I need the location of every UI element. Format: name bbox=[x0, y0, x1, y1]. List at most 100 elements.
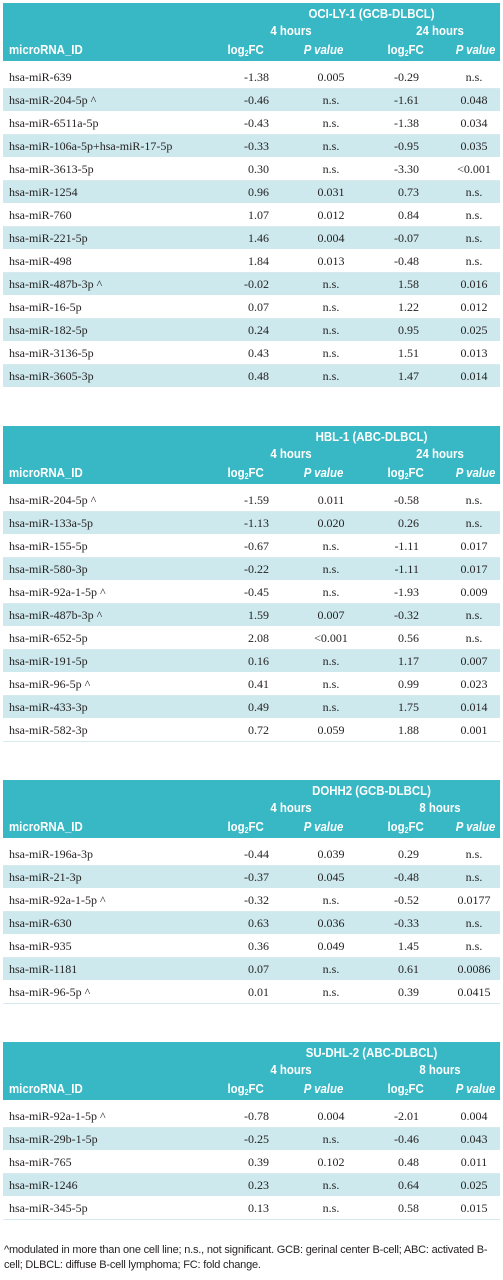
pvalue-2-value: 0.048 bbox=[460, 93, 488, 107]
pvalue-1-value: 0.102 bbox=[317, 1155, 345, 1169]
table-row: hsa-miR-204-5p ^ -1.59 0.011 -0.58 n.s. bbox=[3, 489, 500, 512]
microrna-id: hsa-miR-6511a-5p bbox=[9, 116, 99, 130]
column-header-logfc-2: log2FC bbox=[387, 42, 424, 58]
pvalue-1-value: 0.007 bbox=[317, 608, 345, 622]
pvalue-2-value: n.s. bbox=[465, 939, 483, 953]
logfc-2-value: -0.33 bbox=[394, 916, 419, 930]
logfc-2-value: -3.30 bbox=[394, 162, 419, 176]
logfc-2-value: -1.11 bbox=[394, 562, 419, 576]
pvalue-1-value: 0.059 bbox=[317, 723, 345, 737]
microrna-id: hsa-miR-3605-3p bbox=[9, 369, 94, 383]
timepoint-1-header: 4 hours bbox=[270, 446, 312, 461]
column-header-logfc-2: log2FC bbox=[387, 465, 424, 481]
microrna-id: hsa-miR-765 bbox=[9, 1155, 72, 1169]
microrna-id: hsa-miR-3136-5p bbox=[9, 346, 94, 360]
pvalue-1-value: n.s. bbox=[322, 93, 340, 107]
logfc-2-value: 0.99 bbox=[398, 677, 419, 691]
microrna-id: hsa-miR-498 bbox=[9, 254, 72, 268]
column-header-logfc-1: log2FC bbox=[227, 1081, 264, 1097]
pvalue-2-value: <0.001 bbox=[457, 162, 491, 176]
microrna-id: hsa-miR-760 bbox=[9, 208, 72, 222]
timepoint-2-header: 8 hours bbox=[419, 1062, 461, 1077]
table-row: hsa-miR-498 1.84 0.013 -0.48 n.s. bbox=[3, 250, 500, 273]
logfc-1-value: 0.07 bbox=[248, 300, 269, 314]
pvalue-2-value: 0.015 bbox=[460, 1201, 488, 1215]
logfc-2-value: 0.56 bbox=[398, 631, 419, 645]
pvalue-1-value: 0.049 bbox=[317, 939, 345, 953]
pvalue-2-value: n.s. bbox=[465, 870, 483, 884]
pvalue-1-value: 0.011 bbox=[317, 493, 345, 507]
pvalue-2-value: 0.0177 bbox=[457, 893, 491, 907]
microrna-id: hsa-miR-1254 bbox=[9, 185, 78, 199]
microrna-id: hsa-miR-92a-1-5p ^ bbox=[9, 585, 106, 599]
pvalue-2-value: 0.017 bbox=[460, 562, 488, 576]
logfc-1-value: 0.36 bbox=[248, 939, 269, 953]
pvalue-1-value: n.s. bbox=[322, 162, 340, 176]
pvalue-2-value: n.s. bbox=[465, 208, 483, 222]
pvalue-2-value: n.s. bbox=[465, 70, 483, 84]
microrna-id: hsa-miR-221-5p bbox=[9, 231, 88, 245]
pvalue-2-value: 0.023 bbox=[460, 677, 488, 691]
table-row: hsa-miR-580-3p -0.22 n.s. -1.11 0.017 bbox=[3, 558, 500, 581]
logfc-2-value: 0.48 bbox=[398, 1155, 419, 1169]
microrna-id: hsa-miR-3613-5p bbox=[9, 162, 94, 176]
microrna-id: hsa-miR-21-3p bbox=[9, 870, 82, 884]
column-header-id: microRNA_ID bbox=[9, 819, 83, 834]
pvalue-2-value: 0.011 bbox=[460, 1155, 488, 1169]
logfc-2-value: 0.39 bbox=[398, 985, 419, 999]
logfc-1-value: 0.43 bbox=[248, 346, 269, 360]
pvalue-1-value: n.s. bbox=[322, 346, 340, 360]
pvalue-2-value: 0.034 bbox=[460, 116, 488, 130]
pvalue-2-value: n.s. bbox=[465, 493, 483, 507]
column-header-pvalue-1: P value bbox=[303, 819, 344, 834]
microrna-id: hsa-miR-96-5p ^ bbox=[9, 985, 91, 999]
logfc-1-value: -0.78 bbox=[244, 1109, 269, 1123]
pvalue-1-value: 0.036 bbox=[317, 916, 345, 930]
logfc-1-value: 0.01 bbox=[248, 985, 269, 999]
timepoint-1-header: 4 hours bbox=[270, 800, 312, 815]
expression-table: HBL-1 (ABC-DLBCL) 4 hours 24 hours microRNA… bbox=[3, 426, 500, 742]
column-header-pvalue-2: P value bbox=[455, 1081, 496, 1096]
logfc-2-value: 1.75 bbox=[398, 700, 419, 714]
pvalue-2-value: 0.017 bbox=[460, 539, 488, 553]
table-row: hsa-miR-21-3p -0.37 0.045 -0.48 n.s. bbox=[3, 866, 500, 889]
microrna-id: hsa-miR-92a-1-5p ^ bbox=[9, 893, 106, 907]
table-row: hsa-miR-1181 0.07 n.s. 0.61 0.0086 bbox=[3, 958, 500, 981]
pvalue-2-value: n.s. bbox=[465, 916, 483, 930]
pvalue-1-value: <0.001 bbox=[314, 631, 348, 645]
column-header-id: microRNA_ID bbox=[9, 42, 83, 57]
logfc-1-value: 0.16 bbox=[248, 654, 269, 668]
logfc-2-value: 0.61 bbox=[398, 962, 419, 976]
logfc-1-value: -0.25 bbox=[244, 1132, 269, 1146]
logfc-2-value: 0.58 bbox=[398, 1201, 419, 1215]
table-row: hsa-miR-221-5p 1.46 0.004 -0.07 n.s. bbox=[3, 227, 500, 250]
pvalue-1-value: n.s. bbox=[322, 369, 340, 383]
table-row: hsa-miR-3613-5p 0.30 n.s. -3.30 <0.001 bbox=[3, 158, 500, 181]
logfc-2-value: -0.46 bbox=[394, 1132, 419, 1146]
logfc-2-value: -0.29 bbox=[394, 70, 419, 84]
logfc-2-value: 0.95 bbox=[398, 323, 419, 337]
logfc-2-value: 0.29 bbox=[398, 847, 419, 861]
logfc-2-value: 0.73 bbox=[398, 185, 419, 199]
table-row: hsa-miR-652-5p 2.08 <0.001 0.56 n.s. bbox=[3, 627, 500, 650]
pvalue-2-value: n.s. bbox=[465, 847, 483, 861]
pvalue-2-value: 0.014 bbox=[460, 700, 488, 714]
table-row: hsa-miR-630 0.63 0.036 -0.33 n.s. bbox=[3, 912, 500, 935]
microrna-id: hsa-miR-639 bbox=[9, 70, 72, 84]
pvalue-2-value: 0.043 bbox=[460, 1132, 488, 1146]
logfc-2-value: 1.45 bbox=[398, 939, 419, 953]
pvalue-2-value: 0.025 bbox=[460, 1178, 488, 1192]
logfc-2-value: -1.11 bbox=[394, 539, 419, 553]
logfc-2-value: 1.88 bbox=[398, 723, 419, 737]
table-row: hsa-miR-487b-3p ^ 1.59 0.007 -0.32 n.s. bbox=[3, 604, 500, 627]
table-row: hsa-miR-639 -1.38 0.005 -0.29 n.s. bbox=[3, 66, 500, 89]
pvalue-1-value: 0.005 bbox=[317, 70, 345, 84]
microrna-id: hsa-miR-345-5p bbox=[9, 1201, 88, 1215]
logfc-1-value: -0.46 bbox=[244, 93, 269, 107]
column-header-id: microRNA_ID bbox=[9, 465, 83, 480]
pvalue-1-value: n.s. bbox=[322, 700, 340, 714]
pvalue-1-value: n.s. bbox=[322, 985, 340, 999]
table-row: hsa-miR-6511a-5p -0.43 n.s. -1.38 0.034 bbox=[3, 112, 500, 135]
logfc-2-value: -0.58 bbox=[394, 493, 419, 507]
logfc-2-value: -0.95 bbox=[394, 139, 419, 153]
